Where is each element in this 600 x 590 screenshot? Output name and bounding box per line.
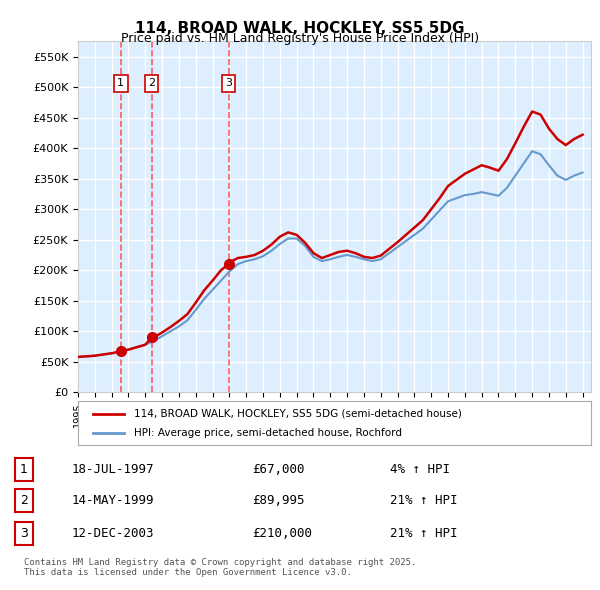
Text: 2: 2: [20, 493, 28, 507]
Text: 4% ↑ HPI: 4% ↑ HPI: [390, 463, 450, 476]
Text: HPI: Average price, semi-detached house, Rochford: HPI: Average price, semi-detached house,…: [134, 428, 403, 438]
Text: 1: 1: [20, 463, 28, 476]
Text: 2: 2: [148, 78, 155, 88]
Text: Contains HM Land Registry data © Crown copyright and database right 2025.
This d: Contains HM Land Registry data © Crown c…: [24, 558, 416, 577]
Text: 1: 1: [117, 78, 124, 88]
Text: 114, BROAD WALK, HOCKLEY, SS5 5DG: 114, BROAD WALK, HOCKLEY, SS5 5DG: [135, 21, 465, 35]
Text: Price paid vs. HM Land Registry's House Price Index (HPI): Price paid vs. HM Land Registry's House …: [121, 32, 479, 45]
Text: 14-MAY-1999: 14-MAY-1999: [72, 493, 155, 507]
Text: £67,000: £67,000: [252, 463, 305, 476]
Text: £89,995: £89,995: [252, 493, 305, 507]
Text: 21% ↑ HPI: 21% ↑ HPI: [390, 526, 458, 540]
Text: 114, BROAD WALK, HOCKLEY, SS5 5DG (semi-detached house): 114, BROAD WALK, HOCKLEY, SS5 5DG (semi-…: [134, 409, 463, 418]
Text: 3: 3: [20, 526, 28, 540]
Text: 3: 3: [225, 78, 232, 88]
Text: 18-JUL-1997: 18-JUL-1997: [72, 463, 155, 476]
Text: 21% ↑ HPI: 21% ↑ HPI: [390, 493, 458, 507]
Text: 12-DEC-2003: 12-DEC-2003: [72, 526, 155, 540]
Text: £210,000: £210,000: [252, 526, 312, 540]
